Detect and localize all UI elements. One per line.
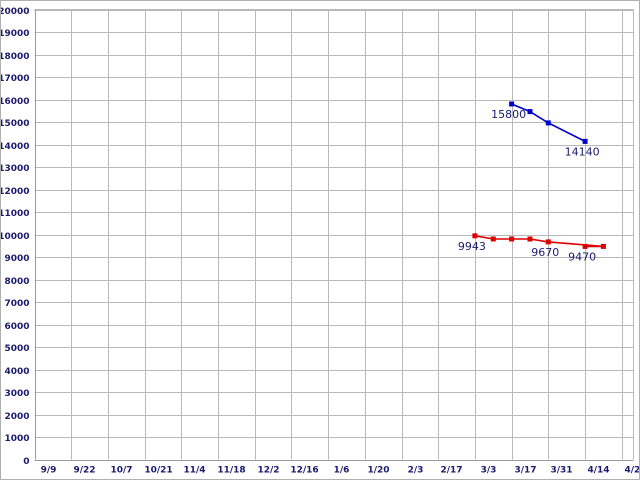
- data-point-marker[interactable]: [472, 233, 478, 239]
- y-axis-tick-labels: 0 1000 2000 3000 4000 5000 6000 7000 8000 9000 100…: [1, 7, 30, 467]
- x-tick-label: 9/9: [41, 466, 57, 476]
- x-tick-label: 12/2: [257, 466, 279, 476]
- data-point-marker[interactable]: [582, 243, 588, 249]
- y-tick-label: 10000: [1, 232, 30, 242]
- data-point-marker[interactable]: [582, 138, 588, 144]
- y-tick-label: 15000: [1, 119, 30, 129]
- y-tick-label: 13000: [1, 164, 30, 174]
- x-tick-label: 4/21: [624, 466, 640, 476]
- data-point-marker[interactable]: [509, 236, 515, 242]
- data-point-marker[interactable]: [545, 120, 551, 126]
- x-tick-label: 3/17: [514, 466, 536, 476]
- y-tick-label: 14000: [1, 142, 30, 152]
- x-tick-label: 12/16: [290, 466, 318, 476]
- y-tick-label: 6000: [4, 322, 29, 332]
- data-point-labels: 15800 14140 9943 9670 9470: [458, 108, 600, 263]
- x-tick-label: 4/14: [587, 466, 609, 476]
- x-tick-label: 3/3: [481, 466, 497, 476]
- data-series-layer: [472, 101, 606, 249]
- x-tick-label: 3/31: [550, 466, 572, 476]
- y-tick-label: 19000: [1, 29, 30, 39]
- x-tick-label: 9/22: [73, 466, 95, 476]
- y-tick-label: 0: [23, 457, 29, 467]
- x-tick-label: 11/18: [217, 466, 245, 476]
- x-tick-label: 1/6: [334, 466, 350, 476]
- x-axis-tick-labels: 9/9 9/22 10/7 10/21 11/4 11/18 12/2 12/16 1/6 1/2…: [41, 466, 640, 476]
- data-point-marker[interactable]: [527, 236, 533, 242]
- y-tick-label: 16000: [1, 97, 30, 107]
- x-tick-label: 11/4: [183, 466, 205, 476]
- grid-lines: [34, 9, 634, 461]
- x-tick-label: 1/20: [367, 466, 389, 476]
- data-point-label: 9670: [531, 246, 559, 259]
- y-tick-label: 12000: [1, 187, 30, 197]
- data-point-label: 9943: [458, 240, 486, 253]
- x-tick-label: 2/3: [408, 466, 424, 476]
- y-tick-label: 2000: [4, 412, 29, 422]
- data-point-label: 14140: [565, 145, 600, 158]
- y-tick-label: 17000: [1, 74, 30, 84]
- series-line-blue-series: [511, 103, 586, 143]
- y-tick-label: 8000: [4, 277, 29, 287]
- data-point-marker[interactable]: [527, 109, 533, 115]
- x-tick-label: 10/7: [110, 466, 132, 476]
- y-tick-label: 5000: [4, 344, 29, 354]
- x-tick-label: 2/17: [440, 466, 462, 476]
- data-point-marker[interactable]: [509, 101, 515, 107]
- y-tick-label: 7000: [4, 299, 29, 309]
- y-tick-label: 11000: [1, 209, 30, 219]
- x-tick-label: 10/21: [144, 466, 172, 476]
- y-tick-label: 1000: [4, 434, 29, 444]
- y-tick-label: 18000: [1, 52, 30, 62]
- y-tick-label: 3000: [4, 389, 29, 399]
- data-point-label: 9470: [568, 250, 596, 263]
- data-point-marker[interactable]: [545, 239, 551, 245]
- y-tick-label: 4000: [4, 367, 29, 377]
- data-point-marker[interactable]: [600, 243, 606, 249]
- y-tick-label: 9000: [4, 254, 29, 264]
- data-point-marker[interactable]: [490, 236, 496, 242]
- data-point-label: 15800: [491, 108, 526, 121]
- y-tick-label: 20000: [1, 7, 30, 17]
